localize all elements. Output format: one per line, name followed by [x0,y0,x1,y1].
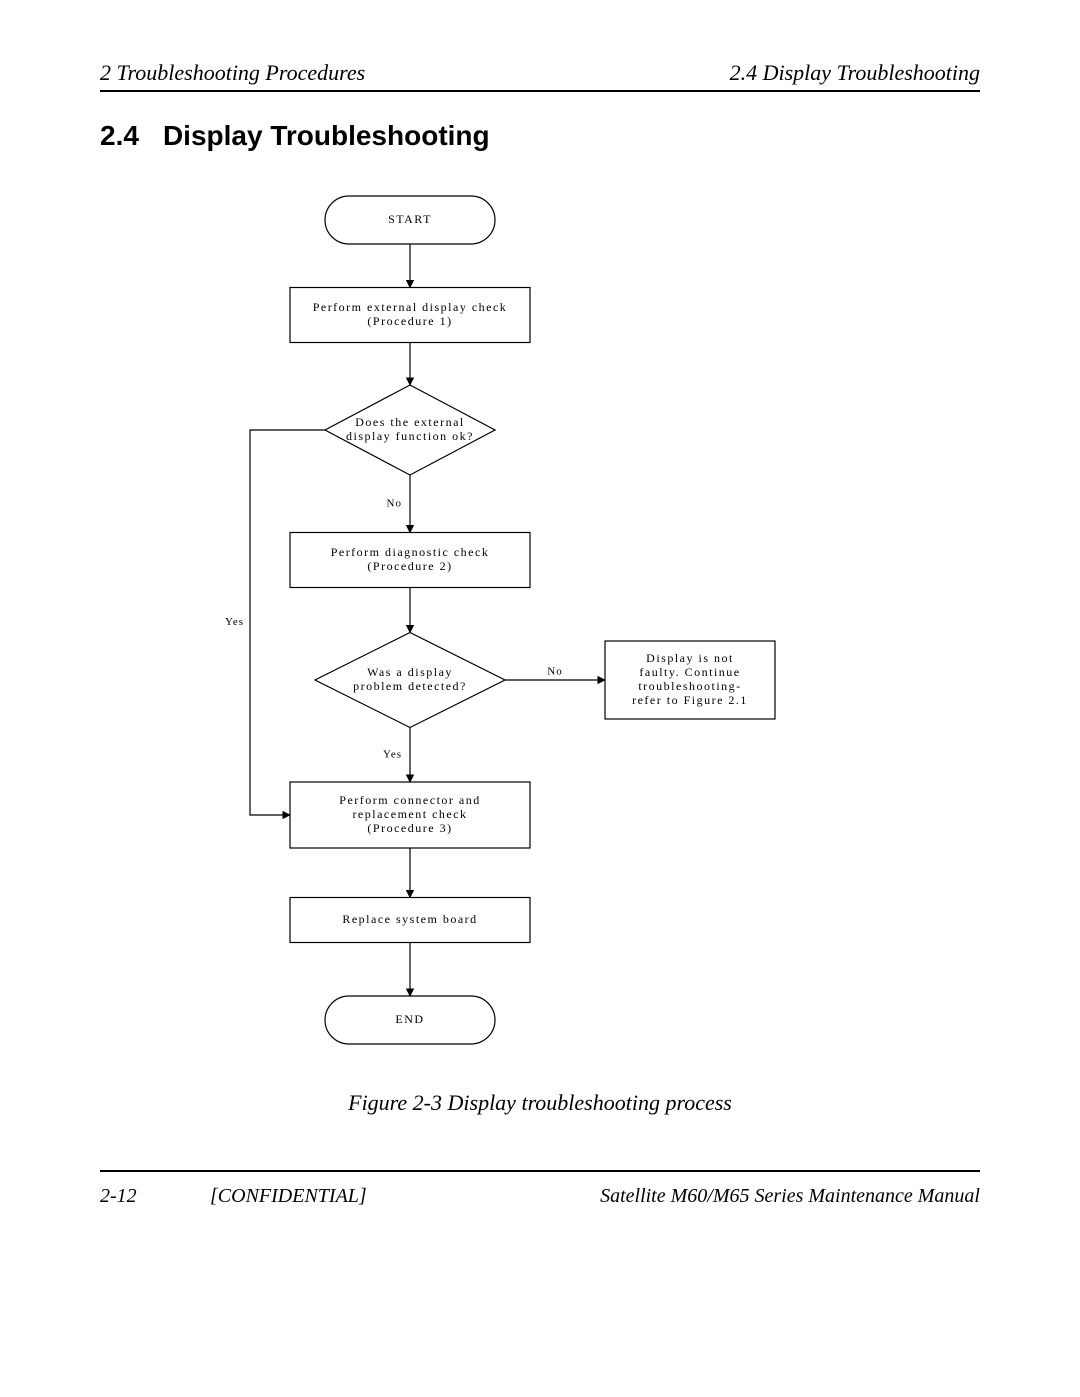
footer-page-number: 2-12 [100,1185,137,1208]
footer-confidential: [CONFIDENTIAL] [210,1185,367,1208]
svg-text:END: END [395,1012,424,1026]
svg-text:Display is notfaulty. Continue: Display is notfaulty. Continuetroublesho… [632,651,748,707]
svg-text:Perform connector andreplaceme: Perform connector andreplacement check(P… [339,793,480,835]
footer-manual-title: Satellite M60/M65 Series Maintenance Man… [600,1185,980,1208]
svg-text:Does the externaldisplay funct: Does the externaldisplay function ok? [346,415,474,443]
svg-text:Perform external display check: Perform external display check(Procedure… [313,300,508,328]
flow-edge-label: No [547,666,562,678]
svg-text:Perform diagnostic check(Proce: Perform diagnostic check(Procedure 2) [331,545,490,573]
header-section: 2.4 Display Troubleshooting [730,60,980,86]
section-title: Display Troubleshooting [163,120,490,151]
section-heading: 2.4 Display Troubleshooting [100,120,490,152]
flow-edge [250,430,325,815]
svg-text:START: START [388,212,432,226]
flowchart-svg: START Perform external display check(Proc… [100,180,980,1080]
section-number: 2.4 [100,120,139,152]
flowchart-container: START Perform external display check(Proc… [100,180,980,1080]
page: 2 Troubleshooting Procedures 2.4 Display… [0,0,1080,1397]
flow-edge-label: No [387,497,402,509]
svg-text:Was a displayproblem detected?: Was a displayproblem detected? [353,665,467,693]
header-chapter: 2 Troubleshooting Procedures [100,60,365,86]
footer-rule [100,1170,980,1172]
figure-caption: Figure 2-3 Display troubleshooting proce… [0,1090,1080,1116]
flow-edge-label: Yes [383,748,402,760]
header-rule [100,90,980,92]
flow-edge-label: Yes [225,616,244,628]
svg-text:Replace system board: Replace system board [342,912,477,926]
